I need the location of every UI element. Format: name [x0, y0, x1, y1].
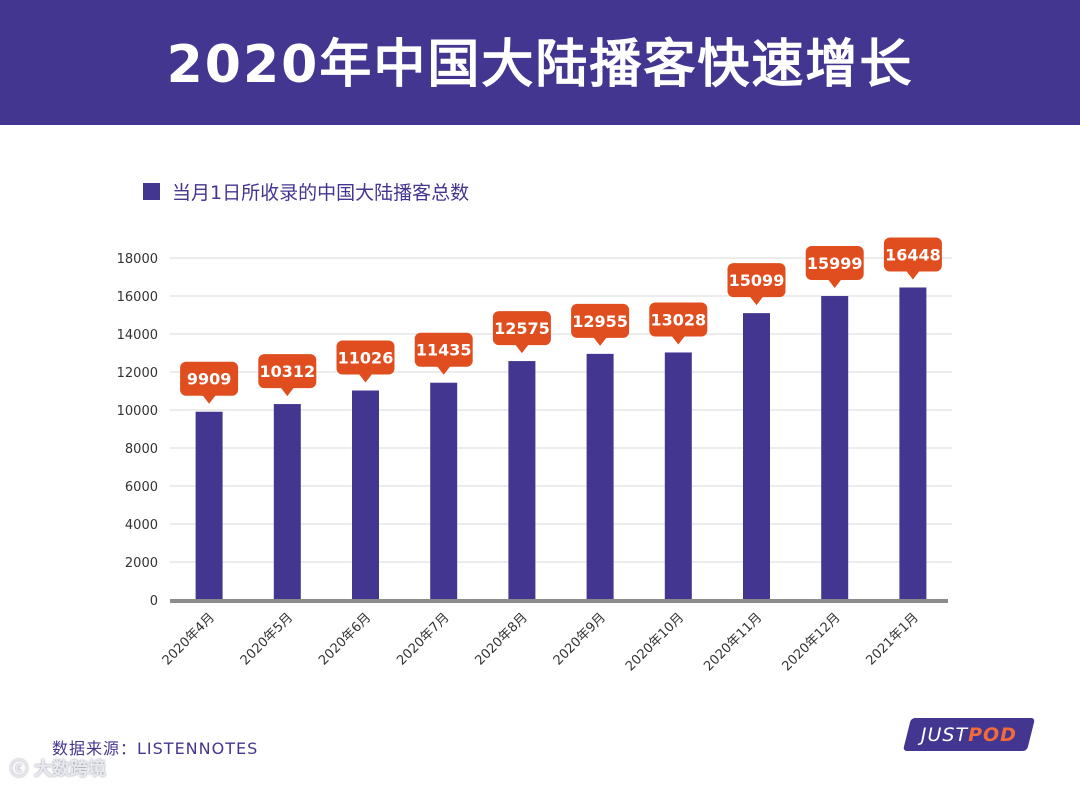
x-tick-label: 2020年6月 — [316, 610, 374, 668]
bar — [508, 361, 536, 600]
data-callout-pointer — [514, 344, 529, 354]
y-tick-label: 6000 — [125, 480, 158, 495]
data-label: 15099 — [729, 271, 785, 290]
data-label: 12955 — [572, 312, 628, 331]
data-label: 11435 — [416, 341, 472, 360]
data-callout — [180, 361, 239, 396]
x-tick-label: 2020年9月 — [551, 610, 609, 668]
y-tick-label: 4000 — [125, 518, 158, 533]
x-tick-label: 2020年10月 — [623, 610, 687, 674]
data-callout-pointer — [827, 279, 842, 289]
data-callout-pointer — [671, 335, 686, 345]
logo-just-text: JUST — [920, 723, 969, 746]
x-tick-label: 2021年1月 — [863, 610, 921, 668]
data-callout-pointer — [280, 387, 295, 397]
data-callout — [414, 332, 473, 367]
x-tick-label: 2020年11月 — [701, 610, 765, 674]
watermark-icon: ⓒ — [10, 759, 28, 780]
data-callout-pointer — [593, 336, 608, 346]
bar — [195, 411, 223, 600]
data-callout-pointer — [358, 373, 373, 383]
x-tick-label: 2020年5月 — [238, 610, 296, 668]
watermark: ⓒ 大数跨境 — [10, 755, 106, 781]
legend-label: 当月1日所收录的中国大陆播客总数 — [172, 181, 470, 204]
data-callout-pointer — [905, 270, 920, 280]
bar — [743, 313, 770, 600]
bar — [586, 353, 614, 600]
y-tick-label: 0 — [150, 594, 158, 609]
data-callout — [883, 237, 942, 272]
data-callout — [571, 303, 630, 338]
data-callout — [649, 302, 708, 337]
data-label: 12575 — [494, 319, 550, 338]
data-label: 10312 — [259, 362, 315, 381]
data-label: 11026 — [338, 349, 394, 368]
y-tick-label: 12000 — [117, 366, 158, 381]
x-tick-label: 2020年12月 — [779, 610, 843, 674]
y-tick-label: 16000 — [117, 290, 158, 305]
logo-pod-text: POD — [968, 723, 1018, 746]
data-label: 13028 — [650, 310, 706, 329]
data-source-note: 数据来源：LISTENNOTES — [52, 739, 259, 758]
data-callout — [336, 340, 395, 375]
x-tick-label: 2020年8月 — [472, 610, 530, 668]
data-label: 9909 — [187, 370, 232, 389]
data-callout — [727, 263, 786, 298]
y-tick-label: 14000 — [117, 328, 158, 343]
y-tick-label: 10000 — [117, 404, 158, 419]
bar — [430, 382, 458, 600]
watermark-text: 大数跨境 — [34, 759, 106, 780]
data-callout-pointer — [749, 296, 764, 306]
header-banner: 2020年中国大陆播客快速增长 — [0, 0, 1080, 125]
data-callout — [805, 246, 864, 281]
bar — [273, 404, 301, 600]
bar — [899, 287, 927, 600]
y-tick-label: 8000 — [125, 442, 158, 457]
y-tick-label: 18000 — [117, 252, 158, 267]
data-callout — [258, 354, 317, 389]
y-tick-label: 2000 — [125, 556, 158, 571]
data-callout-pointer — [202, 394, 217, 404]
justpod-logo: JUSTPOD — [902, 718, 1036, 751]
legend-swatch — [143, 182, 160, 200]
data-callout-pointer — [436, 365, 451, 375]
chart-legend: 当月1日所收录的中国大陆播客总数 — [143, 178, 469, 204]
bar — [664, 352, 692, 600]
x-tick-label: 2020年7月 — [394, 610, 452, 668]
x-tick-label: 2020年4月 — [160, 610, 218, 668]
data-label: 15999 — [807, 254, 863, 273]
data-label: 16448 — [885, 245, 941, 264]
page-title: 2020年中国大陆播客快速增长 — [166, 35, 914, 95]
bar — [352, 390, 379, 600]
data-callout — [492, 311, 551, 346]
bar-chart: 0 2000 4000 6000 8000 10000 12000 14000 16000 180… — [117, 237, 952, 674]
bar — [821, 296, 849, 600]
